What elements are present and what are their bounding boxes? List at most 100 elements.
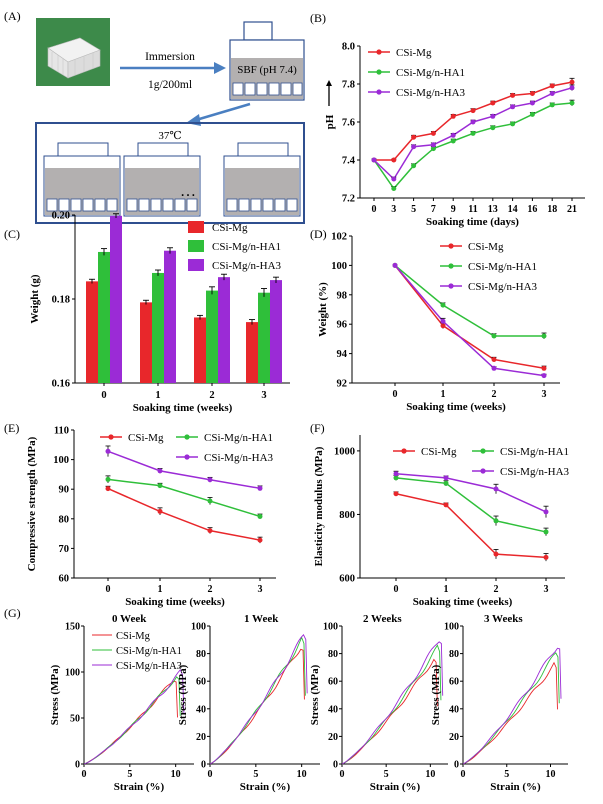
x-tick-label: 2 — [492, 389, 497, 400]
x-tick-label: 3 — [542, 389, 547, 400]
stress-strain-subplot: 0 20 40 60 80 100 0 5 10 1 Week Strain (%) Stress (… — [177, 613, 320, 793]
y-tick-label: 90 — [59, 485, 70, 496]
data-point — [470, 108, 476, 114]
legend-swatch — [188, 221, 204, 233]
legend-label: CSi-Mg/n-HA1 — [204, 432, 273, 444]
x-tick-label: 0 — [393, 389, 398, 400]
legend-swatch — [188, 259, 204, 271]
y-tick-label: 7.4 — [342, 156, 356, 167]
stress-strain-curve — [83, 676, 181, 765]
immersion-arrowhead — [214, 62, 226, 74]
legend-marker — [184, 434, 190, 440]
data-point — [257, 513, 263, 519]
data-point — [371, 157, 377, 163]
scaffold-photo-icon — [47, 37, 101, 79]
y-tick-label: 102 — [331, 232, 347, 243]
data-point — [430, 142, 436, 148]
data-point — [157, 483, 163, 489]
y-tick-label: 60 — [196, 677, 206, 688]
bar — [140, 302, 152, 383]
data-point — [510, 121, 516, 127]
x-axis-title: Strain (%) — [240, 781, 291, 793]
data-point — [470, 130, 476, 136]
incubation-arrow — [195, 102, 251, 122]
chart-d: (D) 92 94 96 98 100 102 0 1 2 3 Soaking time (weeks… — [310, 227, 560, 413]
y-tick-label: 20 — [196, 732, 206, 743]
series-mg — [86, 278, 258, 383]
series-mg — [393, 491, 549, 562]
y-axis-title: Weight (%) — [317, 282, 329, 337]
x-tick-label: 2 — [494, 584, 499, 595]
y-tick-label: 40 — [196, 704, 206, 715]
data-point — [105, 486, 111, 492]
series-ha1 — [392, 262, 547, 339]
y-tick-label: 70 — [59, 544, 70, 555]
y-axis-title: Elasticity modulus (MPa) — [313, 446, 325, 566]
tank-well — [174, 198, 186, 212]
ellipsis-label: … — [180, 183, 196, 200]
stress-strain-curve — [209, 634, 308, 765]
y-tick-label: 8.0 — [342, 42, 355, 53]
x-tick-label: 1 — [158, 584, 163, 595]
x-tick-label: 0 — [82, 769, 87, 780]
legend-marker — [401, 448, 407, 454]
legend-label: CSi-Mg/n-HA3 — [204, 452, 274, 464]
y-tick-label: 100 — [331, 261, 347, 272]
x-tick-label: 21 — [567, 204, 577, 215]
y-tick-label: 7.8 — [342, 80, 355, 91]
x-tick-label: 5 — [253, 769, 258, 780]
x-tick-label: 5 — [127, 769, 132, 780]
series-line — [107, 450, 261, 490]
bar — [86, 281, 98, 383]
y-axis-title: Stress (MPa) — [309, 664, 321, 725]
data-point — [105, 476, 111, 482]
tank-well — [286, 198, 298, 212]
data-point — [491, 365, 497, 371]
panel-label: (B) — [310, 11, 326, 25]
y-tick-label: 0 — [201, 760, 206, 771]
subplot-title: 1 Week — [244, 613, 279, 625]
y-axis-title: Stress (MPa) — [177, 664, 189, 725]
x-tick-label: 10 — [425, 769, 435, 780]
y-tick-label: 0 — [333, 760, 338, 771]
tank-well — [94, 198, 106, 212]
panel-a-schematic: (A) Immersion 1g/200ml — [4, 9, 305, 224]
legend-label: CSi-Mg — [421, 446, 457, 458]
x-tick-label: 3 — [391, 204, 396, 215]
legend-marker — [376, 89, 382, 95]
series-line — [395, 473, 547, 513]
incubation-panel — [35, 122, 305, 224]
data-point — [490, 100, 496, 106]
x-tick-label: 0 — [106, 584, 111, 595]
series-ha3 — [392, 262, 547, 379]
ratio-label: 1g/200ml — [148, 79, 192, 91]
y-tick-label: 20 — [328, 732, 338, 743]
data-point — [450, 138, 456, 144]
legend-marker — [184, 454, 190, 460]
x-axis-title: Soaking time (weeks) — [133, 402, 233, 414]
x-tick-label: 1 — [444, 584, 449, 595]
y-tick-label: 80 — [449, 649, 459, 660]
y-tick-label: 80 — [328, 649, 338, 660]
data-point — [440, 323, 446, 329]
data-point — [569, 100, 575, 106]
x-tick-label: 5 — [504, 769, 509, 780]
data-point — [440, 318, 446, 324]
y-tick-label: 60 — [59, 574, 70, 585]
y-tick-label: 7.2 — [342, 194, 355, 205]
y-axis-title: Compressive strength (MPa) — [26, 436, 38, 571]
y-tick-label: 40 — [328, 704, 338, 715]
y-tick-label: 100 — [53, 455, 69, 466]
tank-lid — [57, 142, 109, 157]
y-tick-label: 100 — [65, 668, 80, 679]
data-point — [393, 475, 399, 481]
x-axis-title: Soaking time (weeks) — [125, 596, 225, 608]
bar — [270, 280, 282, 383]
x-tick-label: 7 — [431, 204, 436, 215]
data-point — [207, 498, 213, 504]
data-point — [207, 477, 213, 483]
tank-well — [46, 198, 58, 212]
series-ha1 — [98, 248, 270, 383]
series-ha1 — [105, 475, 263, 519]
tank-well — [274, 198, 286, 212]
